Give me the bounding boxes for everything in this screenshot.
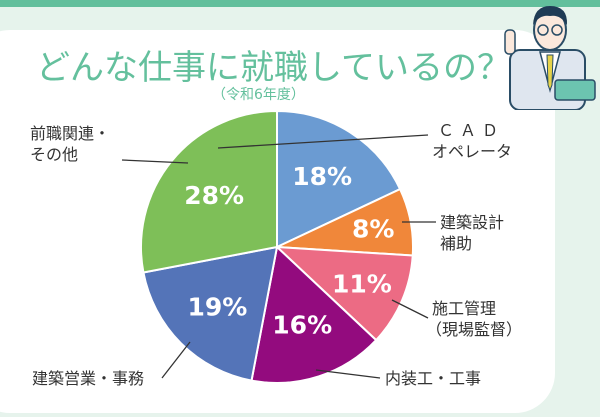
label-cad: ＣＡＤ オペレータ [432, 120, 512, 162]
pie-slice [142, 245, 279, 382]
label-other: 前職関連・ その他 [30, 123, 110, 165]
label-construction-mgmt: 施工管理 （現場監督） [426, 298, 522, 340]
slice-value-label: 19% [187, 293, 247, 322]
slice-value-label: 18% [292, 162, 352, 191]
page-title: どんな仕事に就職しているの？ [36, 48, 511, 88]
label-line: （現場監督） [426, 320, 523, 339]
label-line: 建築営業・事務 [32, 369, 145, 388]
label-line: 建築設計 [440, 213, 505, 232]
leader-line [121, 159, 189, 164]
leader-line [217, 134, 429, 149]
label-sales-office: 建築営業・事務 [32, 368, 144, 389]
slice-value-label: 28% [184, 181, 244, 210]
leader-line [391, 299, 429, 319]
label-line: ＣＡＤ [438, 121, 505, 140]
page-subtitle: （令和6年度） [212, 87, 305, 103]
label-line: 補助 [440, 234, 473, 253]
label-line: 内装工・工事 [385, 369, 482, 388]
slice-value-label: 11% [332, 270, 392, 299]
slice-value-label: 8% [352, 215, 394, 244]
slice-value-label: 16% [272, 311, 332, 340]
pie-slice [250, 245, 378, 384]
label-line: オペレータ [432, 142, 513, 161]
top-bar [0, 0, 600, 7]
pie-slice [140, 109, 278, 274]
pie-slice [276, 109, 402, 249]
pie-slice [274, 245, 414, 342]
leader-line [161, 341, 191, 379]
leader-line [315, 369, 381, 379]
teacher-illustration-icon [504, 6, 596, 110]
label-interior: 内装工・工事 [385, 368, 481, 389]
label-line: その他 [30, 145, 79, 164]
label-line: 施工管理 [432, 299, 497, 318]
label-design-assist: 建築設計 補助 [440, 212, 504, 254]
label-line: 前職関連・ [30, 124, 111, 143]
